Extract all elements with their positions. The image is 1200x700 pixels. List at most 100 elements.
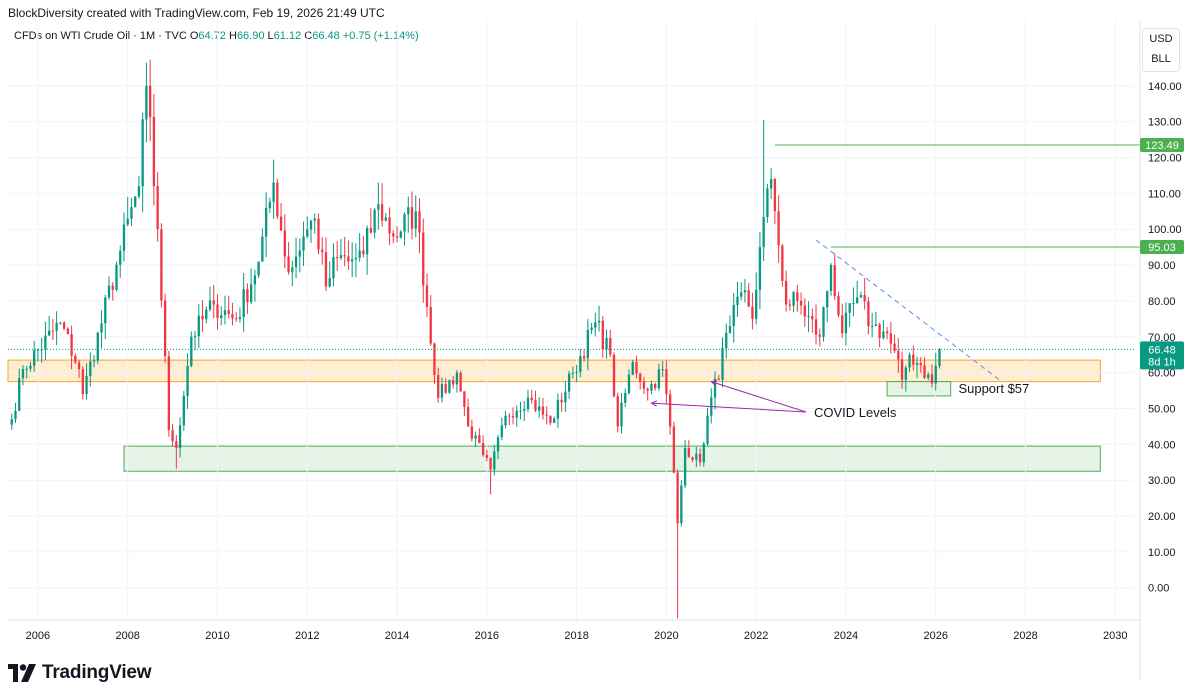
price-tick-label: 10.00 <box>1148 547 1176 559</box>
candle-body <box>115 264 118 290</box>
candle-body <box>601 320 604 350</box>
time-tick-label: 2026 <box>923 630 947 642</box>
candle-body <box>440 384 444 398</box>
candle-body <box>747 290 750 307</box>
level-mid-tag-bg <box>1140 240 1184 255</box>
price-tick-label: 120.00 <box>1148 153 1182 165</box>
candle-body <box>249 284 253 303</box>
candle-body <box>350 259 354 262</box>
candle-body <box>758 247 762 290</box>
candle-body <box>784 280 788 305</box>
candle-body <box>358 250 361 258</box>
candle-body <box>283 230 286 257</box>
candle-body <box>141 119 144 187</box>
candle-body <box>205 309 208 320</box>
price-scale-unit-box[interactable]: USD BLL <box>1142 28 1180 72</box>
candle-body <box>766 188 769 218</box>
price-tick-label: 90.00 <box>1148 260 1176 272</box>
price-tick-label: 100.00 <box>1148 224 1182 236</box>
candle-body <box>545 414 548 416</box>
legend-open: O64.72 <box>189 30 226 42</box>
candle-body <box>721 347 724 380</box>
candle-body <box>493 451 496 470</box>
candle-body <box>29 365 32 369</box>
candle-body <box>837 295 840 316</box>
price-tick-label: 0.00 <box>1148 583 1169 595</box>
covid-arrow-right-head <box>710 380 718 387</box>
candle-body <box>437 375 440 398</box>
candle-body <box>736 296 739 306</box>
symbol-name[interactable]: CFDs on WTI Crude Oil · 1M · TVC <box>14 30 187 42</box>
candle-body <box>500 425 503 438</box>
candle-body <box>343 255 346 257</box>
candle-body <box>844 312 848 334</box>
symbol-legend: CFDs on WTI Crude Oil · 1M · TVC O64.72 … <box>14 30 419 42</box>
candle-body <box>193 336 197 338</box>
candle-body <box>934 365 937 384</box>
candle-body <box>253 275 257 285</box>
candle-body <box>152 116 156 187</box>
time-tick-label: 2014 <box>385 630 409 642</box>
candle-body <box>190 336 193 367</box>
candle-body <box>96 332 99 361</box>
candle-body <box>814 319 818 335</box>
candle-body <box>197 315 200 337</box>
candle-body <box>33 350 36 366</box>
support-label: Support $57 <box>958 381 1029 396</box>
candle-body <box>564 391 567 403</box>
candle-body <box>178 425 182 448</box>
grid-layer <box>8 20 1134 620</box>
candle-body <box>803 305 806 317</box>
candle-body <box>272 182 275 202</box>
candle-body <box>220 314 223 319</box>
time-tick-label: 2016 <box>475 630 499 642</box>
level-high-tag-bg <box>1140 138 1184 153</box>
candle-body <box>639 373 642 382</box>
candle-body <box>661 369 664 371</box>
candle-body <box>657 369 661 389</box>
candle-body <box>829 265 833 292</box>
candle-body <box>186 366 189 396</box>
time-tick-label: 2018 <box>564 630 588 642</box>
candle-body <box>792 292 795 306</box>
candle-body <box>25 368 28 370</box>
candle-body <box>276 182 279 217</box>
candle-body <box>863 295 866 302</box>
candle-body <box>313 218 316 221</box>
candle-body <box>534 399 537 411</box>
covid-arrow-left <box>651 402 807 413</box>
candle-body <box>377 204 380 210</box>
candle-body <box>530 397 533 400</box>
candle-body <box>223 310 227 315</box>
candle-body <box>182 395 185 426</box>
candle-body <box>541 406 545 415</box>
candle-body <box>833 265 836 296</box>
candle-body <box>44 335 47 350</box>
candle-body <box>799 300 803 306</box>
level-mid-tag: 95.03 <box>1148 242 1176 254</box>
tradingview-logo[interactable]: TradingView <box>8 662 152 684</box>
candle-body <box>762 217 765 248</box>
time-tick-label: 2030 <box>1103 630 1127 642</box>
candle-body <box>575 371 578 373</box>
candle-body <box>818 334 821 337</box>
candle-body <box>55 322 58 331</box>
candle-body <box>107 285 111 298</box>
candle-body <box>751 306 754 319</box>
candle-body <box>878 324 881 339</box>
candle-body <box>388 217 391 234</box>
candle-body <box>134 196 137 208</box>
candle-body <box>508 415 511 417</box>
candle-body <box>478 435 481 444</box>
price-tick-label: 110.00 <box>1148 188 1181 200</box>
candle-body <box>425 285 429 307</box>
candle-body <box>294 256 298 268</box>
candle-body <box>897 350 900 360</box>
candle-body <box>175 441 178 448</box>
candle-body <box>384 217 387 221</box>
price-tick-label: 130.00 <box>1148 117 1182 129</box>
candle-body <box>915 362 919 365</box>
price-tick-label: 30.00 <box>1148 475 1176 487</box>
candle-body <box>496 437 500 452</box>
